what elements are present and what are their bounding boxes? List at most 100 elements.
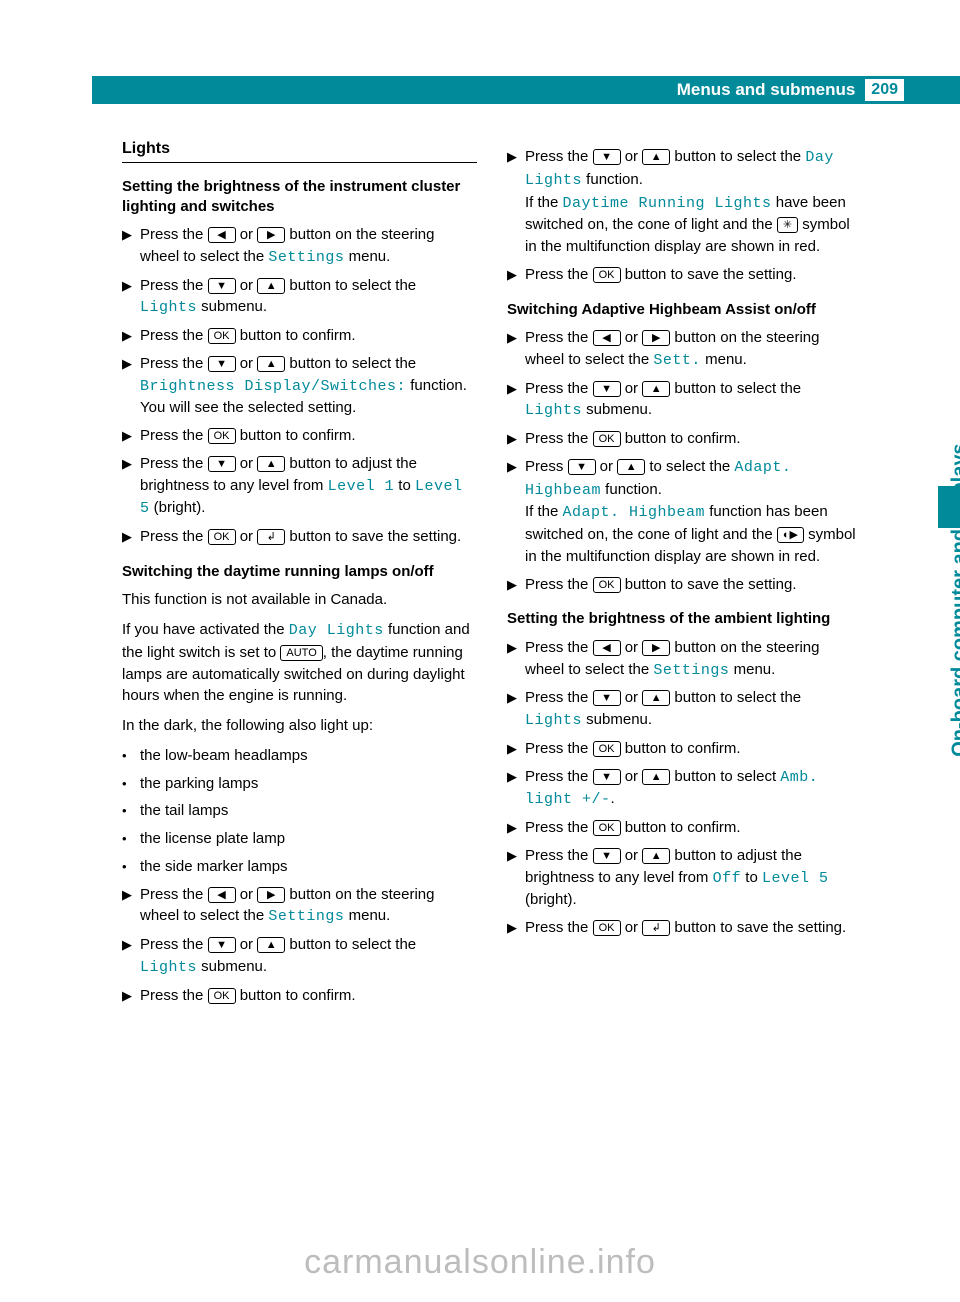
paragraph: If you have activated the Day Lights fun… bbox=[122, 619, 477, 707]
side-tab: On-board computer and displays bbox=[910, 130, 960, 630]
step-marker-icon: ▶ bbox=[122, 327, 140, 346]
step: ▶Press the ◀ or ▶ button on the steering… bbox=[507, 327, 862, 372]
down-button-icon: ▼ bbox=[593, 690, 621, 706]
right-button-icon: ▶ bbox=[257, 227, 285, 243]
left-button-icon: ◀ bbox=[208, 887, 236, 903]
step-marker-icon: ▶ bbox=[122, 355, 140, 374]
step: ▶Press the OK or ↲ button to save the se… bbox=[507, 917, 862, 939]
up-button-icon: ▲ bbox=[257, 456, 285, 472]
down-button-icon: ▼ bbox=[593, 381, 621, 397]
up-button-icon: ▲ bbox=[642, 690, 670, 706]
step-marker-icon: ▶ bbox=[507, 819, 525, 838]
ok-button-icon: OK bbox=[593, 920, 621, 936]
step: ▶Press the OK button to save the setting… bbox=[507, 264, 862, 286]
down-button-icon: ▼ bbox=[208, 278, 236, 294]
step-text: Press the OK button to confirm. bbox=[140, 325, 477, 347]
list-item: •the low-beam headlamps bbox=[122, 745, 477, 767]
step: ▶Press ▼ or ▲ to select the Adapt. Highb… bbox=[507, 456, 862, 568]
step-text: Press the OK button to confirm. bbox=[140, 425, 477, 447]
subheading-ambient-lighting: Setting the brightness of the ambient li… bbox=[507, 609, 862, 629]
step-marker-icon: ▶ bbox=[507, 768, 525, 787]
step-text: Press the OK or ↲ button to save the set… bbox=[525, 917, 862, 939]
left-button-icon: ◀ bbox=[593, 330, 621, 346]
mono-lights: Lights bbox=[525, 402, 582, 419]
ok-button-icon: OK bbox=[593, 267, 621, 283]
subheading-instrument-brightness: Setting the brightness of the instrument… bbox=[122, 177, 477, 216]
right-button-icon: ▶ bbox=[257, 887, 285, 903]
light-symbol-icon: ✳ bbox=[777, 217, 798, 233]
left-button-icon: ◀ bbox=[208, 227, 236, 243]
list-item: •the tail lamps bbox=[122, 800, 477, 822]
step-text: Press the ▼ or ▲ button to select the Li… bbox=[140, 275, 477, 320]
step-marker-icon: ▶ bbox=[122, 528, 140, 547]
mono-drl: Daytime Running Lights bbox=[563, 195, 772, 212]
back-button-icon: ↲ bbox=[257, 529, 285, 545]
step: ▶Press the ◀ or ▶ button on the steering… bbox=[507, 637, 862, 682]
ok-button-icon: OK bbox=[593, 741, 621, 757]
step: ▶Press the ◀ or ▶ button on the steering… bbox=[122, 884, 477, 929]
footer-watermark: carmanualsonline.info bbox=[0, 1243, 960, 1282]
paragraph: This function is not available in Canada… bbox=[122, 589, 477, 611]
ok-button-icon: OK bbox=[208, 428, 236, 444]
ok-button-icon: OK bbox=[208, 529, 236, 545]
up-button-icon: ▲ bbox=[642, 149, 670, 165]
step-marker-icon: ▶ bbox=[507, 458, 525, 477]
paragraph: In the dark, the following also light up… bbox=[122, 715, 477, 737]
up-button-icon: ▲ bbox=[642, 769, 670, 785]
step-text: Press the ◀ or ▶ button on the steering … bbox=[525, 327, 862, 372]
down-button-icon: ▼ bbox=[208, 456, 236, 472]
step-marker-icon: ▶ bbox=[122, 226, 140, 245]
step-marker-icon: ▶ bbox=[507, 847, 525, 866]
step-text: Press the ◀ or ▶ button on the steering … bbox=[140, 224, 477, 269]
ok-button-icon: OK bbox=[593, 820, 621, 836]
step: ▶Press the ◀ or ▶ button on the steering… bbox=[122, 224, 477, 269]
step-marker-icon: ▶ bbox=[507, 576, 525, 595]
bullet-icon: • bbox=[122, 830, 140, 849]
step-text: Press the OK button to confirm. bbox=[140, 985, 477, 1007]
up-button-icon: ▲ bbox=[257, 356, 285, 372]
step: ▶Press the ▼ or ▲ button to adjust the b… bbox=[122, 453, 477, 520]
down-button-icon: ▼ bbox=[593, 149, 621, 165]
up-button-icon: ▲ bbox=[642, 381, 670, 397]
subheading-adaptive-highbeam: Switching Adaptive Highbeam Assist on/of… bbox=[507, 300, 862, 320]
back-button-icon: ↲ bbox=[642, 920, 670, 936]
down-button-icon: ▼ bbox=[208, 937, 236, 953]
bullet-icon: • bbox=[122, 858, 140, 877]
down-button-icon: ▼ bbox=[593, 769, 621, 785]
step-marker-icon: ▶ bbox=[122, 886, 140, 905]
step: ▶Press the OK button to confirm. bbox=[507, 738, 862, 760]
subheading-drl: Switching the daytime running lamps on/o… bbox=[122, 562, 477, 582]
auto-button-icon: AUTO bbox=[280, 645, 322, 661]
step-text: Press the ▼ or ▲ button to select the Da… bbox=[525, 146, 862, 258]
step-marker-icon: ▶ bbox=[122, 455, 140, 474]
step-marker-icon: ▶ bbox=[507, 266, 525, 285]
step-marker-icon: ▶ bbox=[122, 277, 140, 296]
header-band: Menus and submenus 209 bbox=[92, 76, 960, 104]
step-marker-icon: ▶ bbox=[507, 689, 525, 708]
step-text: Press the OK button to confirm. bbox=[525, 738, 862, 760]
ok-button-icon: OK bbox=[208, 988, 236, 1004]
right-button-icon: ▶ bbox=[642, 330, 670, 346]
up-button-icon: ▲ bbox=[257, 937, 285, 953]
list-item: •the license plate lamp bbox=[122, 828, 477, 850]
left-column: Lights Setting the brightness of the ins… bbox=[122, 140, 477, 1012]
step: ▶Press the OK button to confirm. bbox=[122, 425, 477, 447]
step: ▶Press the OK button to confirm. bbox=[507, 428, 862, 450]
step-text: Press the ◀ or ▶ button on the steering … bbox=[140, 884, 477, 929]
step-text: Press the OK button to confirm. bbox=[525, 817, 862, 839]
right-button-icon: ▶ bbox=[642, 640, 670, 656]
step-text: Press the OK button to confirm. bbox=[525, 428, 862, 450]
bullet-icon: • bbox=[122, 775, 140, 794]
step: ▶Press the ▼ or ▲ button to adjust the b… bbox=[507, 845, 862, 911]
bullet-icon: • bbox=[122, 802, 140, 821]
down-button-icon: ▼ bbox=[593, 848, 621, 864]
left-button-icon: ◀ bbox=[593, 640, 621, 656]
mono-brightness-display: Brightness Display/Switches: bbox=[140, 378, 406, 395]
step-text: Press the ▼ or ▲ button to adjust the br… bbox=[140, 453, 477, 520]
step-marker-icon: ▶ bbox=[507, 430, 525, 449]
step-text: Press the ◀ or ▶ button on the steering … bbox=[525, 637, 862, 682]
content: Lights Setting the brightness of the ins… bbox=[122, 140, 862, 1012]
mono-lights: Lights bbox=[140, 299, 197, 316]
step-marker-icon: ▶ bbox=[507, 329, 525, 348]
mono-lights: Lights bbox=[140, 959, 197, 976]
